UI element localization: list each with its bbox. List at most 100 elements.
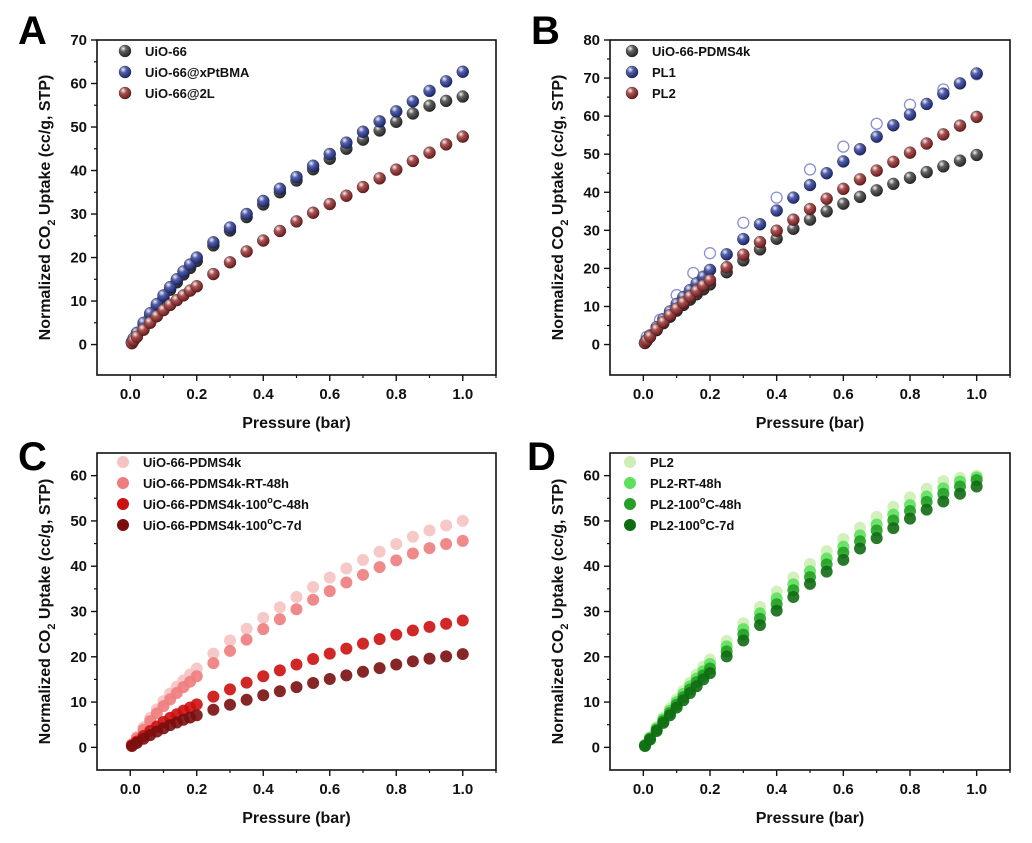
data-point-highlight [854,190,866,203]
data-point [340,642,353,655]
data-point [190,698,203,711]
data-point-highlight [406,107,419,120]
data-point-highlight [704,263,716,276]
data-point [240,622,253,635]
x-tick-label: 0.0 [120,781,141,798]
y-tick-label: 10 [70,694,87,711]
data-point-highlight [870,164,883,177]
data-point-highlight [970,67,983,80]
x-tick-label: 0.0 [633,386,654,403]
data-point [650,725,663,738]
x-tick-label: 0.6 [833,386,854,403]
legend-label: UiO-66-PDMS4k [143,455,242,470]
y-tick-label: 20 [70,649,87,666]
data-point [290,658,303,671]
y-tick-label: 0 [592,337,600,354]
legend-marker [624,498,636,510]
data-point [207,690,220,703]
data-point-highlight [423,146,436,159]
data-point [273,685,286,698]
legend: PL2 PL2-RT-48h PL2-100oC-48h PL2-100oC-7d [624,455,742,533]
y-tick-label: 40 [70,163,87,180]
legend-marker [624,477,636,489]
data-point [904,512,916,525]
legend-label: UiO-66-PDMS4k-100oC-7d [143,516,302,533]
data-point-highlight [954,154,966,167]
data-point-highlight [390,163,403,176]
data-point-highlight [770,204,783,217]
data-point-highlight [190,251,203,264]
y-tick-label: 20 [583,260,600,277]
data-point [290,591,303,604]
data-point [937,495,950,508]
data-point [373,561,386,574]
x-tick-label: 0.2 [700,386,721,403]
x-tick-label: 0.2 [186,386,207,403]
x-tick-label: 0.8 [900,781,921,798]
data-point-highlight [340,189,353,202]
data-point [440,538,453,551]
data-point [754,619,766,632]
data-point-highlight [954,119,966,132]
y-tick-label: 0 [79,337,87,354]
data-point-highlight [887,119,900,132]
data-point [373,662,386,675]
data-point-highlight [373,115,386,128]
data-point [340,562,353,575]
chart-panel-b: B 0.0 0.2 0.4 0.6 0.8 1.0 0 10 20 30 40 50 60 70 80 Pres… [531,9,1011,432]
data-point [954,487,966,500]
data-point [373,633,386,646]
data-point-highlight [307,206,320,219]
legend: UiO-66 UiO-66@xPtBMA UiO-66@2L [118,44,250,101]
x-tick-label: 0.4 [766,781,788,798]
legend: UiO-66-PDMS4k UiO-66-PDMS4k-RT-48h UiO-66-… [117,455,309,533]
data-point [290,681,303,694]
series-3 [639,474,983,752]
y-tick-label: 60 [583,468,600,485]
data-point-highlight [373,124,386,137]
data-point-highlight [456,130,469,143]
legend-label: UiO-66 [145,44,187,59]
data-point-highlight [440,75,453,88]
data-point [357,665,369,678]
x-tick-label: 0.4 [253,781,275,798]
y-tick-label: 20 [70,250,87,267]
data-point-highlight [290,215,303,228]
data-point-highlight [273,224,286,237]
data-point-highlight [854,143,866,156]
legend-marker [624,519,636,531]
x-tick-label: 1.0 [966,386,987,403]
data-point [224,644,236,657]
y-tick-label: 70 [70,32,87,49]
data-point [406,547,419,560]
y-tick-label: 10 [583,694,600,711]
data-point-highlight [456,65,469,78]
data-point-highlight [904,146,916,159]
data-point-highlight [770,224,783,237]
y-tick-label: 60 [70,76,87,93]
data-point-highlight [820,192,833,205]
y-tick-label: 50 [70,513,87,530]
legend-label: UiO-66@xPtBMA [145,65,250,80]
x-axis-label: Pressure (bar) [756,415,865,432]
legend-label: UiO-66-PDMS4k-100oC-48h [143,495,309,512]
data-point [854,542,866,555]
data-point [456,514,469,527]
chart-panel-c: C 0.0 0.2 0.4 0.6 0.8 1.0 0 10 20 30 40 50 60 Pressure… [18,435,497,827]
data-point [240,633,253,646]
data-point [970,480,983,493]
chart-panel-a: A 0.0 0.2 0.4 0.6 0.8 1.0 0 10 20 30 40 50 60 70 Pressu… [18,9,497,432]
x-axis-label: Pressure (bar) [242,415,351,432]
data-point [357,553,369,566]
data-point-highlight [787,191,800,204]
panel-label: D [527,435,556,479]
x-axis-label: Pressure (bar) [756,810,865,827]
legend: UiO-66-PDMS4k PL1 PL2 [625,44,751,101]
data-point-highlight [290,171,303,184]
data-point [323,571,336,584]
panel-label: C [18,435,47,479]
data-point [207,703,220,716]
data-point-highlight [837,182,850,195]
data-point [373,545,386,558]
